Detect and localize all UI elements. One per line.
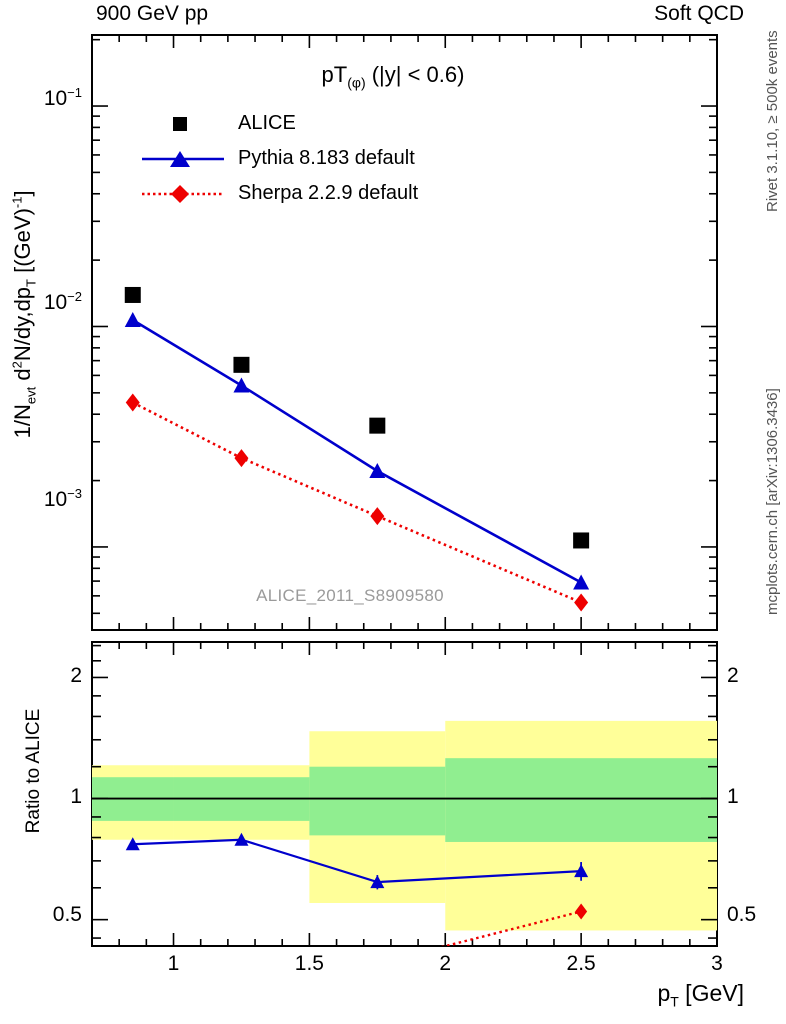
x-tick-label-1_5: 1.5: [294, 952, 324, 975]
plot-title: pT(φ) (|y| < 0.6): [0, 62, 786, 90]
mcplots-source-caption: mcplots.cern.ch [arXiv:1306.3436]: [764, 388, 781, 615]
legend-item-sherpa: Sherpa 2.2.9 default: [140, 176, 418, 211]
x-axis-title-main: p: [657, 980, 671, 1006]
plot-title-main: pT: [321, 62, 348, 87]
x-tick-label-2: 2: [439, 952, 452, 975]
y-tick-label-1e-3: 10−3: [43, 486, 82, 511]
legend-key-pythia: [140, 148, 226, 170]
header-energy-label: 900 GeV pp: [96, 2, 209, 25]
rivet-version-caption: Rivet 3.1.10, ≥ 500k events: [764, 30, 781, 212]
y-tick-label-1e-2: 10−2: [43, 289, 82, 314]
main-plot-panel: [91, 34, 718, 631]
ratio-tick-label-1-right: 1: [727, 785, 739, 808]
header-category-label: Soft QCD: [654, 2, 744, 25]
legend: ALICE Pythia 8.183 default Sherpa 2.2.9 …: [140, 106, 418, 211]
analysis-id-watermark: ALICE_2011_S8909580: [256, 586, 444, 605]
legend-item-alice: ALICE: [140, 106, 418, 141]
legend-key-alice: [140, 113, 226, 135]
legend-label-alice: ALICE: [238, 112, 296, 134]
x-tick-label-2_5: 2.5: [566, 952, 596, 975]
legend-label-sherpa: Sherpa 2.2.9 default: [238, 182, 419, 204]
ratio-tick-label-2-left: 2: [70, 664, 82, 687]
legend-item-pythia: Pythia 8.183 default: [140, 141, 418, 176]
x-axis-title: pT [GeV]: [657, 980, 744, 1010]
ratio-tick-label-05-right: 0.5: [727, 903, 757, 926]
x-tick-label-1: 1: [167, 952, 180, 975]
legend-key-sherpa: [140, 183, 226, 205]
y-tick-label-1e-1: 10−1: [43, 85, 82, 110]
plot-title-rest: (|y| < 0.6): [365, 62, 465, 87]
x-axis-title-sub: T: [670, 993, 679, 1010]
x-axis-title-unit: [GeV]: [678, 980, 744, 1006]
ratio-tick-label-2-right: 2: [727, 664, 739, 687]
legend-label-pythia: Pythia 8.183 default: [238, 147, 415, 169]
x-tick-label-3: 3: [711, 952, 723, 975]
ratio-tick-label-05-left: 0.5: [52, 903, 82, 926]
plot-title-sub: (φ): [347, 74, 366, 91]
ratio-tick-label-1-left: 1: [70, 785, 82, 808]
